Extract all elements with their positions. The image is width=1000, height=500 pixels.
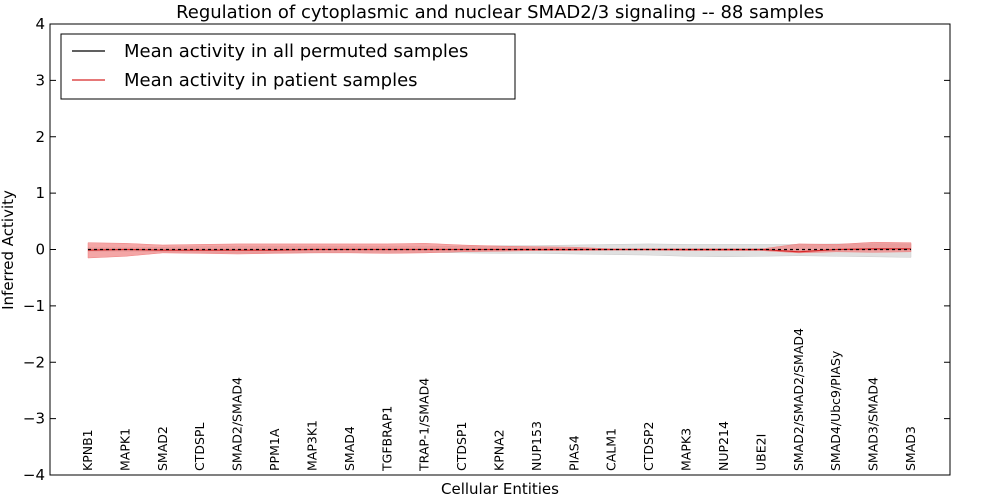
y-axis-label: Inferred Activity — [0, 190, 17, 310]
y-tick-label: 1 — [35, 184, 45, 202]
legend-box — [60, 33, 516, 100]
x-category-label: MAPK1 — [117, 428, 132, 471]
y-tick-label: −2 — [23, 353, 45, 371]
y-axis: 4 3 2 1 0 −1 −2 −3 −4 — [23, 15, 950, 484]
chart-title: Regulation of cytoplasmic and nuclear SM… — [176, 2, 824, 23]
lines-layer — [87, 248, 911, 253]
legend: Mean activity in all permuted samples Me… — [60, 33, 516, 100]
x-category-label: SMAD3/SMAD4 — [866, 377, 881, 471]
x-category-label: SMAD2/SMAD2/SMAD4 — [791, 328, 806, 471]
legend-label-permuted: Mean activity in all permuted samples — [124, 41, 468, 62]
category-labels: KPNB1 MAPK1 SMAD2 CTDSPL SMAD2/SMAD4 PPM1A MAP… — [80, 328, 918, 472]
y-tick-label: 4 — [35, 15, 45, 33]
x-category-label: MAPK3 — [679, 428, 694, 471]
x-category-label: PPM1A — [267, 428, 282, 471]
x-category-label: CTDSPL — [192, 423, 207, 471]
x-category-label: NUP214 — [716, 421, 731, 471]
y-tick-label: 3 — [35, 71, 45, 89]
x-category-label: MAP3K1 — [305, 420, 320, 471]
y-tick-label: −1 — [23, 297, 45, 315]
x-category-label: SMAD4 — [342, 426, 357, 471]
x-category-label: PIAS4 — [566, 435, 581, 471]
y-tick-label: −3 — [23, 410, 45, 428]
x-category-label: SMAD2/SMAD4 — [230, 377, 245, 471]
y-tick-label: 0 — [35, 241, 45, 259]
y-tick-label: 2 — [35, 128, 45, 146]
x-category-label: SMAD2 — [155, 426, 170, 471]
x-category-label: TGFBRAP1 — [379, 406, 394, 472]
x-category-label: SMAD4/Ubc9/PIASy — [828, 350, 843, 471]
x-category-label: SMAD3 — [903, 426, 918, 471]
x-category-label: CTDSP2 — [641, 422, 656, 471]
x-category-label: TRAP-1/SMAD4 — [417, 378, 432, 472]
legend-label-patient: Mean activity in patient samples — [124, 70, 418, 91]
series-line-1 — [87, 248, 911, 253]
x-category-label: CALM1 — [604, 428, 619, 471]
x-axis-label: Cellular Entities — [441, 480, 559, 498]
y-tick-label: −4 — [23, 466, 45, 484]
x-category-label: UBE2I — [753, 434, 768, 471]
x-category-label: NUP153 — [529, 421, 544, 471]
x-category-label: CTDSP1 — [454, 422, 469, 471]
x-category-label: KPNA2 — [492, 429, 507, 471]
x-category-label: KPNB1 — [80, 429, 95, 471]
